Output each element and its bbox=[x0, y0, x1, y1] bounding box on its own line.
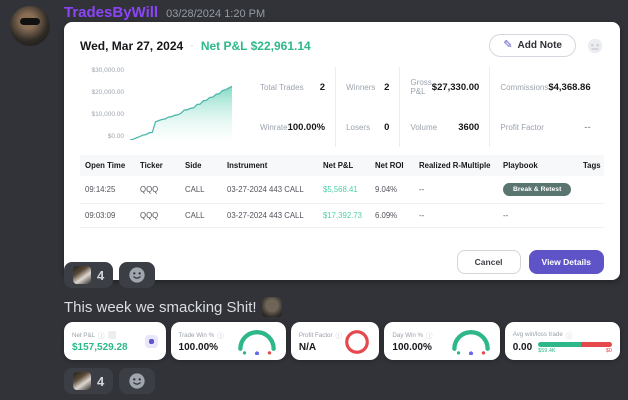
reaction-row: 4 bbox=[64, 368, 156, 394]
playbook-badge[interactable]: Break & Retest bbox=[503, 183, 572, 196]
col-tags: Tags bbox=[578, 155, 604, 176]
message-header: TradesByWill 03/28/2024 1:20 PM bbox=[64, 4, 265, 21]
avatar[interactable] bbox=[10, 6, 50, 46]
stat-commissions: Commissions $4,368.86 bbox=[489, 67, 600, 107]
card-footer: Cancel View Details bbox=[80, 240, 604, 274]
profit-factor-ring bbox=[345, 329, 370, 354]
col-playbook: Playbook bbox=[498, 155, 578, 176]
card-net-pnl: Net P&L $22,961.14 bbox=[200, 38, 311, 53]
day-win-gauge bbox=[451, 329, 490, 355]
y-tick: $20,000.00 bbox=[91, 89, 124, 96]
profit-factor-value: N/A bbox=[298, 342, 317, 353]
dot-separator: · bbox=[190, 39, 194, 52]
card-header: Wed, Mar 27, 2024 · Net P&L $22,961.14 ✎… bbox=[80, 34, 604, 57]
stat-total-trades: Total Trades 2 bbox=[260, 81, 326, 93]
view-details-button[interactable]: View Details bbox=[528, 250, 604, 274]
widget-trade-win[interactable]: Trade Win % ⓘ 100.00% bbox=[170, 322, 286, 360]
pnl-area-chart: $30,000.00 $20,000.00 $10,000.00 $0.00 bbox=[80, 67, 236, 147]
col-side: Side bbox=[180, 155, 222, 176]
table-row[interactable]: 09:14:25 QQQ CALL 03-27-2024 443 CALL $5… bbox=[80, 176, 604, 204]
timestamp: 03/28/2024 1:20 PM bbox=[166, 8, 266, 20]
col-net-roi: Net ROI bbox=[370, 155, 414, 176]
reaction-pill[interactable]: 4 bbox=[64, 262, 114, 288]
net-pnl-value: $157,529.28 bbox=[72, 342, 128, 353]
avg-loss-label: $0 bbox=[605, 347, 612, 354]
reaction-row: 4 bbox=[64, 262, 156, 288]
info-icon: ⓘ bbox=[98, 333, 105, 340]
info-icon: ⓘ bbox=[335, 333, 343, 340]
custom-emoji bbox=[73, 372, 91, 390]
widget-avg-win-loss[interactable]: Avg win/loss trade ⓘ 0.00 $59.4K $0 bbox=[504, 322, 620, 360]
watermark-logo-icon bbox=[587, 38, 603, 53]
y-tick: $10,000.00 bbox=[91, 111, 124, 118]
col-ticker: Ticker bbox=[135, 155, 180, 176]
cancel-button[interactable]: Cancel bbox=[456, 250, 521, 274]
add-reaction-button[interactable] bbox=[119, 368, 156, 394]
custom-emoji bbox=[73, 266, 91, 284]
trades-table: Open Time Ticker Side Instrument Net P&L… bbox=[80, 155, 604, 228]
reaction-count: 4 bbox=[97, 267, 105, 283]
smiley-icon bbox=[129, 267, 145, 283]
day-win-value: 100.00% bbox=[392, 342, 432, 353]
stat-winners: Winners 2 bbox=[335, 67, 399, 107]
info-icon: ⓘ bbox=[426, 333, 433, 340]
info-icon: ⓘ bbox=[217, 333, 224, 340]
stat-volume: Volume 3600 bbox=[399, 107, 489, 147]
table-row[interactable]: 09:03:09 QQQ CALL 03-27-2024 443 CALL $1… bbox=[80, 203, 604, 228]
stat-gross-pnl: Gross P&L $27,330.00 bbox=[399, 67, 489, 107]
info-icon: ⓘ bbox=[565, 332, 573, 340]
pnl-badge-icon bbox=[107, 331, 116, 339]
smiley-icon bbox=[129, 373, 145, 389]
trade-win-value: 100.00% bbox=[178, 342, 219, 353]
col-instrument: Instrument bbox=[222, 155, 318, 176]
add-reaction-button[interactable] bbox=[119, 262, 156, 288]
pnl-widget-icon[interactable] bbox=[144, 335, 158, 348]
stat-losers: Losers 0 bbox=[335, 107, 399, 147]
avg-win-label: $59.4K bbox=[538, 347, 556, 354]
card-date: Wed, Mar 27, 2024 bbox=[80, 38, 184, 53]
stat-profit-factor: Profit Factor -- bbox=[489, 107, 600, 147]
col-r-multiple: Realized R-Multiple bbox=[414, 155, 498, 176]
stats-widget-strip: Net P&L ⓘ $157,529.28 Trade Win % ⓘ 100.… bbox=[64, 322, 620, 360]
add-note-label: Add Note bbox=[517, 40, 562, 51]
widget-net-pnl[interactable]: Net P&L ⓘ $157,529.28 bbox=[64, 322, 166, 360]
add-note-button[interactable]: ✎ Add Note bbox=[489, 34, 576, 57]
widget-day-win[interactable]: Day Win % ⓘ 100.00% bbox=[384, 322, 500, 360]
day-stats-grid: Total Trades 2 Winners 2 Gross P&L $27,330.… bbox=[250, 67, 604, 147]
col-net-pnl: Net P&L bbox=[318, 155, 370, 176]
pencil-icon: ✎ bbox=[503, 39, 513, 51]
avg-win-loss-value: 0.00 bbox=[512, 342, 533, 353]
win-loss-bar bbox=[538, 341, 612, 347]
reaction-count: 4 bbox=[97, 373, 105, 389]
table-header-row: Open Time Ticker Side Instrument Net P&L… bbox=[80, 155, 604, 176]
message-text: This week we smacking Shit! bbox=[64, 297, 282, 317]
reaction-pill[interactable]: 4 bbox=[64, 368, 114, 394]
trade-day-card: Wed, Mar 27, 2024 · Net P&L $22,961.14 ✎… bbox=[64, 22, 620, 280]
y-tick: $30,000.00 bbox=[91, 67, 124, 74]
widget-profit-factor[interactable]: Profit Factor ⓘ N/A bbox=[290, 322, 380, 360]
stat-winrate: Winrate 100.00% bbox=[260, 121, 326, 133]
username[interactable]: TradesByWill bbox=[64, 4, 159, 21]
chart-canvas bbox=[130, 85, 232, 140]
y-tick: $0.00 bbox=[107, 133, 124, 140]
message-emoji bbox=[261, 297, 282, 317]
trade-win-gauge bbox=[238, 329, 276, 355]
col-open-time: Open Time bbox=[80, 155, 135, 176]
